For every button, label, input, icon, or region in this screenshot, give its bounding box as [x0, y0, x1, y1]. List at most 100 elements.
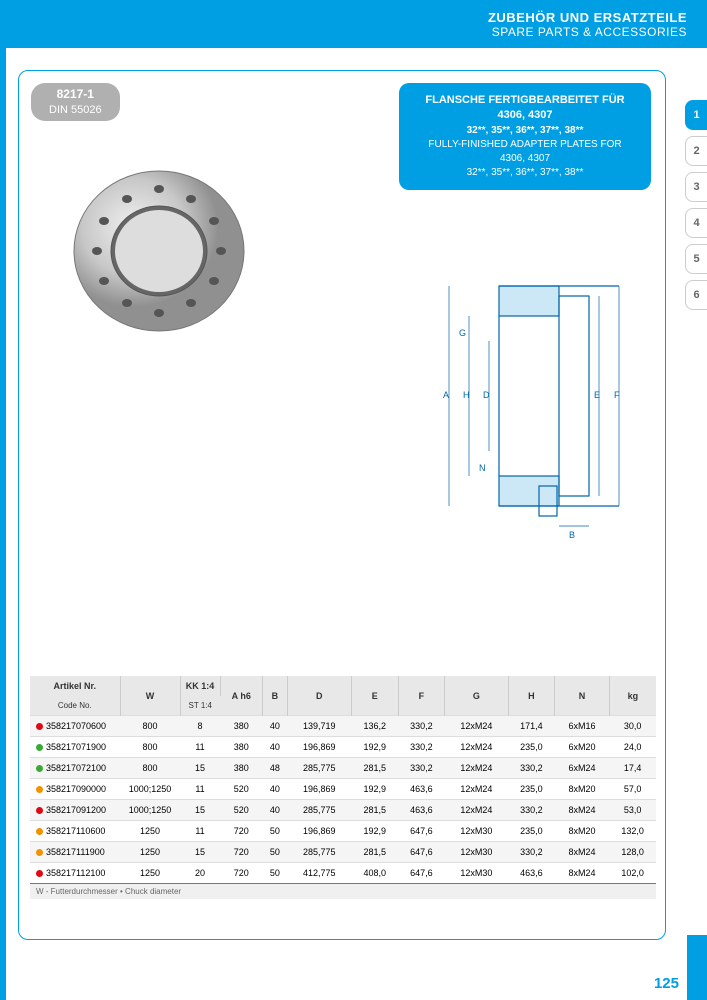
tab-4[interactable]: 4	[685, 208, 707, 238]
cell-g: 12xM24	[445, 779, 508, 800]
flange-photo	[69, 161, 249, 341]
cell-kg: 102,0	[609, 863, 656, 884]
status-dot	[36, 870, 43, 877]
cell-e: 281,5	[351, 800, 398, 821]
col-st: ST 1:4	[180, 696, 220, 716]
table-row: 358217112100 1250 20 720 50 412,775 408,…	[30, 863, 656, 884]
cell-d: 139,719	[287, 716, 351, 737]
cell-b: 40	[263, 779, 288, 800]
cell-f: 330,2	[398, 716, 445, 737]
cell-kg: 57,0	[609, 779, 656, 800]
cell-kk: 15	[180, 758, 220, 779]
cell-kk: 8	[180, 716, 220, 737]
cell-a: 720	[220, 842, 263, 863]
cell-a: 720	[220, 863, 263, 884]
cell-d: 285,775	[287, 800, 351, 821]
cell-e: 281,5	[351, 758, 398, 779]
cell-a: 720	[220, 821, 263, 842]
cell-h: 235,0	[508, 737, 555, 758]
dim-label-d: D	[483, 390, 490, 400]
table-row: 358217070600 800 8 380 40 139,719 136,2 …	[30, 716, 656, 737]
title-line-3: 32**, 35**, 36**, 37**, 38**	[417, 124, 633, 138]
cell-f: 647,6	[398, 821, 445, 842]
table-row: 358217071900 800 11 380 40 196,869 192,9…	[30, 737, 656, 758]
cell-h: 330,2	[508, 800, 555, 821]
product-title-box: FLANSCHE FERTIGBEARBEITET FÜR 4306, 4307…	[399, 83, 651, 190]
dim-label-h: H	[463, 390, 470, 400]
cell-kk: 11	[180, 779, 220, 800]
cell-f: 463,6	[398, 800, 445, 821]
status-dot	[36, 744, 43, 751]
tab-2[interactable]: 2	[685, 136, 707, 166]
right-strip-bottom	[687, 935, 707, 1000]
dim-label-g: G	[459, 328, 466, 338]
cell-code: 358217111900	[30, 842, 120, 863]
tab-6[interactable]: 6	[685, 280, 707, 310]
cell-kk: 20	[180, 863, 220, 884]
cell-b: 40	[263, 800, 288, 821]
col-a: A h6	[220, 676, 263, 716]
cell-b: 50	[263, 821, 288, 842]
cell-w: 800	[120, 758, 180, 779]
col-b: B	[263, 676, 288, 716]
cell-f: 647,6	[398, 842, 445, 863]
cell-e: 192,9	[351, 821, 398, 842]
cell-d: 196,869	[287, 821, 351, 842]
cell-n: 8xM20	[555, 779, 610, 800]
cell-kg: 24,0	[609, 737, 656, 758]
cell-kg: 132,0	[609, 821, 656, 842]
technical-drawing: A H D G N E F B	[439, 266, 639, 546]
title-line-5: 4306, 4307	[417, 152, 633, 166]
cell-w: 1250	[120, 842, 180, 863]
tab-1[interactable]: 1	[685, 100, 707, 130]
tab-3[interactable]: 3	[685, 172, 707, 202]
cell-w: 1000;1250	[120, 779, 180, 800]
cell-g: 12xM24	[445, 758, 508, 779]
cell-h: 463,6	[508, 863, 555, 884]
cell-b: 50	[263, 863, 288, 884]
section-tabs: 1 2 3 4 5 6	[685, 100, 707, 316]
cell-code: 358217072100	[30, 758, 120, 779]
cell-f: 330,2	[398, 737, 445, 758]
part-standard: DIN 55026	[49, 103, 102, 117]
table-row: 358217091200 1000;1250 15 520 40 285,775…	[30, 800, 656, 821]
cell-d: 285,775	[287, 842, 351, 863]
table-row: 358217110600 1250 11 720 50 196,869 192,…	[30, 821, 656, 842]
dim-label-b: B	[569, 530, 575, 540]
table-body: 358217070600 800 8 380 40 139,719 136,2 …	[30, 716, 656, 884]
tab-5[interactable]: 5	[685, 244, 707, 274]
cell-n: 6xM20	[555, 737, 610, 758]
cell-w: 1000;1250	[120, 800, 180, 821]
cell-kg: 128,0	[609, 842, 656, 863]
cell-n: 6xM24	[555, 758, 610, 779]
cell-b: 40	[263, 716, 288, 737]
cell-b: 48	[263, 758, 288, 779]
cell-kk: 15	[180, 800, 220, 821]
cell-h: 171,4	[508, 716, 555, 737]
cell-g: 12xM24	[445, 716, 508, 737]
spec-table: Artikel Nr. W KK 1:4 A h6 B D E F G H N …	[30, 676, 656, 899]
title-line-6: 32**, 35**, 36**, 37**, 38**	[417, 166, 633, 180]
status-dot	[36, 723, 43, 730]
dim-label-a: A	[443, 390, 449, 400]
cell-w: 1250	[120, 821, 180, 842]
cell-g: 12xM30	[445, 842, 508, 863]
table-row: 358217090000 1000;1250 11 520 40 196,869…	[30, 779, 656, 800]
cell-d: 196,869	[287, 779, 351, 800]
part-badge: 8217-1 DIN 55026	[31, 83, 120, 121]
cell-b: 40	[263, 737, 288, 758]
cell-kg: 30,0	[609, 716, 656, 737]
cell-kk: 15	[180, 842, 220, 863]
cell-b: 50	[263, 842, 288, 863]
cell-a: 380	[220, 716, 263, 737]
cell-d: 412,775	[287, 863, 351, 884]
title-line-1: FLANSCHE FERTIGBEARBEITET FÜR	[417, 93, 633, 108]
status-dot	[36, 765, 43, 772]
cell-h: 235,0	[508, 779, 555, 800]
status-dot	[36, 849, 43, 856]
table-row: 358217072100 800 15 380 48 285,775 281,5…	[30, 758, 656, 779]
col-code: Code No.	[30, 696, 120, 716]
cell-h: 330,2	[508, 842, 555, 863]
cell-a: 520	[220, 779, 263, 800]
col-w: W	[120, 676, 180, 716]
